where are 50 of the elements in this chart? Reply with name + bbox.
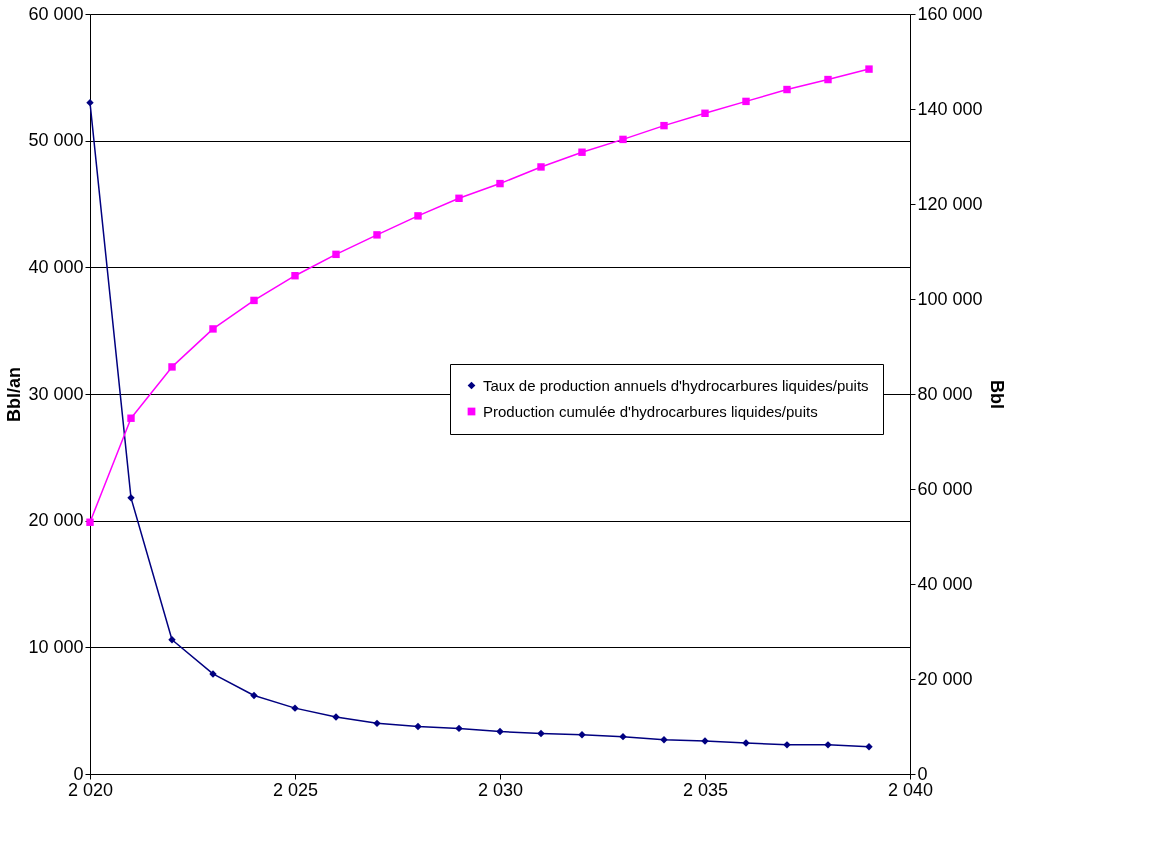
point — [865, 65, 873, 73]
y-tick-label: 20 000 — [28, 510, 84, 531]
y2-tick-label: 60 000 — [917, 478, 973, 499]
point — [250, 691, 258, 700]
y2-tick-label: 140 000 — [917, 98, 983, 119]
point — [168, 636, 176, 644]
point — [537, 729, 545, 738]
point — [250, 296, 258, 305]
y2-tick-label: 160 000 — [917, 3, 983, 24]
point — [742, 97, 750, 106]
x-tick-label: 2 025 — [272, 779, 319, 800]
point — [414, 722, 422, 731]
point — [127, 414, 135, 422]
x-tick-label: 2 035 — [682, 779, 729, 800]
point — [455, 194, 463, 203]
point — [537, 163, 545, 171]
point — [496, 179, 504, 188]
legend-label: Taux de production annuels d'hydrocarbures liquides/puits — [483, 376, 869, 394]
legend-label: Production cumulée d'hydrocarbures liquides/puits — [483, 402, 818, 420]
point — [578, 731, 586, 739]
point — [373, 231, 381, 239]
point — [783, 85, 791, 94]
point — [496, 727, 504, 736]
point — [168, 363, 176, 371]
point — [701, 109, 709, 117]
y-tick-label: 40 000 — [28, 256, 84, 277]
y-tick-label: 30 000 — [28, 383, 84, 404]
x-tick-label: 2 030 — [477, 779, 524, 800]
point — [660, 121, 668, 130]
point — [209, 325, 217, 333]
y-tick-label: 10 000 — [28, 636, 84, 657]
point — [578, 148, 586, 156]
point — [455, 724, 463, 733]
y-tick-label: 50 000 — [28, 130, 84, 151]
y2-tick-label: 100 000 — [917, 288, 983, 309]
point — [332, 250, 340, 259]
point — [86, 98, 94, 107]
y-tick-label: 60 000 — [28, 3, 84, 24]
y2-tick-label: 40 000 — [917, 573, 973, 594]
y2-axis-title: Bbl — [986, 380, 1007, 409]
y-axis-title: Bbl/an — [4, 366, 25, 423]
point — [414, 212, 422, 220]
point — [824, 75, 832, 84]
y2-tick-label: 120 000 — [917, 193, 983, 214]
point — [373, 719, 381, 728]
y2-tick-label: 20 000 — [917, 668, 973, 689]
point — [619, 135, 627, 144]
y2-tick-label: 80 000 — [917, 383, 973, 404]
point — [619, 732, 627, 741]
point — [291, 272, 299, 280]
